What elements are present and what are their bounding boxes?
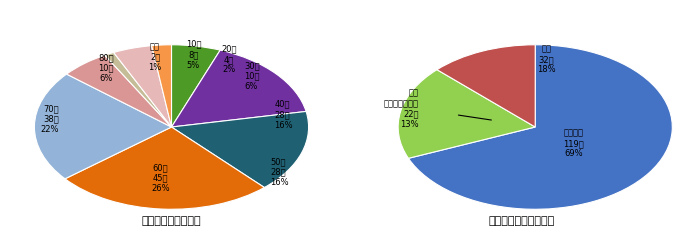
- Text: 70代
38人
22%: 70代 38人 22%: [41, 104, 59, 134]
- Wedge shape: [172, 111, 309, 187]
- Wedge shape: [113, 46, 172, 127]
- Text: 80代
10人
6%: 80代 10人 6%: [98, 53, 113, 83]
- Wedge shape: [34, 74, 172, 179]
- Text: 40代
28人
16%: 40代 28人 16%: [274, 100, 293, 130]
- Text: 県外
32人
18%: 県外 32人 18%: [537, 45, 556, 74]
- Text: 30代
10人
6%: 30代 10人 6%: [244, 61, 260, 91]
- Wedge shape: [152, 45, 172, 127]
- Text: 県内
（沼津市除く）
22人
13%: 県内 （沼津市除く） 22人 13%: [384, 89, 419, 129]
- Wedge shape: [437, 45, 536, 127]
- Text: 図２　応募者の居住地: 図２ 応募者の居住地: [489, 216, 554, 226]
- Wedge shape: [408, 45, 672, 209]
- Text: 20代
4人
2%: 20代 4人 2%: [221, 45, 237, 74]
- Wedge shape: [105, 53, 172, 127]
- Text: 60代
45人
26%: 60代 45人 26%: [151, 163, 170, 193]
- Text: 沼津市内
119人
69%: 沼津市内 119人 69%: [564, 128, 584, 158]
- Text: 図１　応募者の年齢: 図１ 応募者の年齢: [141, 216, 202, 226]
- Text: 不明
2人
1%: 不明 2人 1%: [148, 42, 162, 72]
- Wedge shape: [398, 70, 536, 158]
- Text: 50代
28人
16%: 50代 28人 16%: [270, 157, 289, 187]
- Wedge shape: [172, 45, 220, 127]
- Wedge shape: [66, 55, 172, 127]
- Text: 10代
8人
5%: 10代 8人 5%: [186, 40, 201, 70]
- Wedge shape: [172, 50, 306, 127]
- Wedge shape: [65, 127, 265, 209]
